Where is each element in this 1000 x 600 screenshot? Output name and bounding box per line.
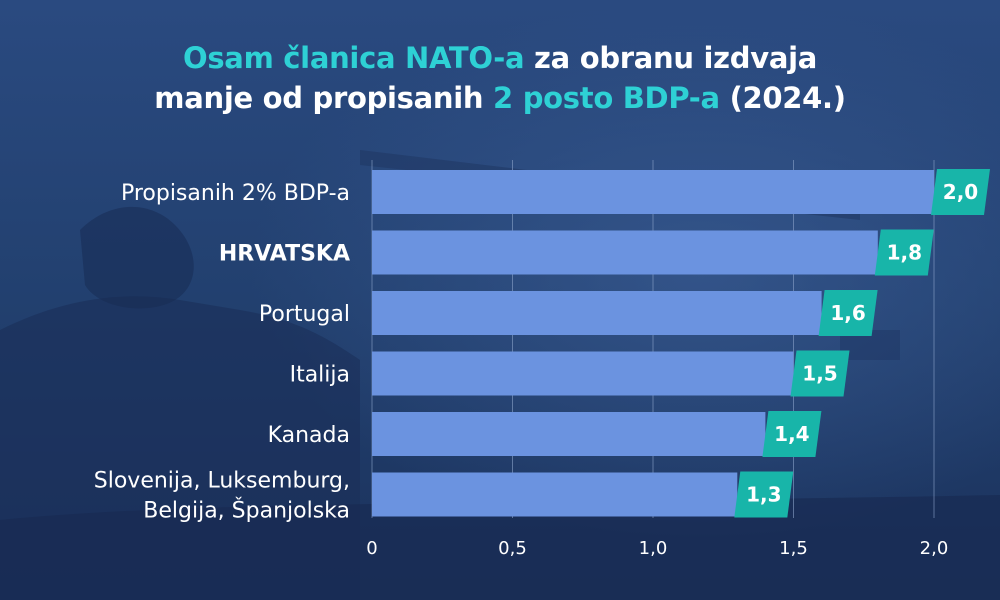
value-label-box: [790, 350, 850, 397]
category-label: Portugal: [259, 302, 350, 327]
title-line-1-rest: za obranu izdvaja: [524, 41, 818, 75]
value-label-box: [874, 229, 934, 276]
title-line-1: Osam članica NATO-a za obranu izdvaja: [0, 38, 1000, 78]
bar: [372, 230, 878, 275]
value-label-box: [734, 471, 794, 518]
title-line-2-start: manje od propisanih: [154, 81, 494, 115]
x-tick-label: 0: [366, 538, 377, 559]
title-line-2-highlight: 2 posto BDP-a: [493, 81, 720, 115]
data-label: 1,6: [830, 301, 865, 325]
category-label: Italija: [290, 363, 350, 388]
bar: [372, 351, 794, 396]
bar: [372, 472, 738, 517]
category-label: HRVATSKA: [219, 242, 350, 267]
x-tick-label: 2,0: [920, 538, 949, 559]
bar: [372, 291, 822, 335]
category-label: Slovenija, Luksemburg,: [94, 469, 350, 494]
data-label: 1,8: [887, 241, 922, 265]
category-label: Belgija, Španjolska: [143, 498, 350, 524]
data-label: 1,5: [802, 362, 837, 386]
category-label: Propisanih 2% BDP-a: [121, 181, 350, 206]
data-label: 1,4: [774, 422, 809, 446]
category-label: Kanada: [268, 423, 350, 448]
x-tick-label: 1,0: [639, 538, 668, 559]
x-tick-label: 1,5: [779, 538, 808, 559]
value-label-box: [931, 169, 990, 215]
value-label-box: [818, 290, 878, 336]
chart-title: Osam članica NATO-a za obranu izdvaja ma…: [0, 38, 1000, 118]
title-line-1-highlight: Osam članica NATO-a: [182, 41, 525, 75]
x-tick-label: 0,5: [498, 538, 527, 559]
bar: [372, 170, 934, 214]
title-line-2-end: (2024.): [719, 81, 846, 115]
data-label: 1,3: [746, 483, 781, 507]
bar: [372, 412, 766, 456]
title-line-2: manje od propisanih 2 posto BDP-a (2024.…: [0, 78, 1000, 118]
value-label-box: [762, 411, 822, 457]
data-label: 2,0: [943, 180, 978, 204]
